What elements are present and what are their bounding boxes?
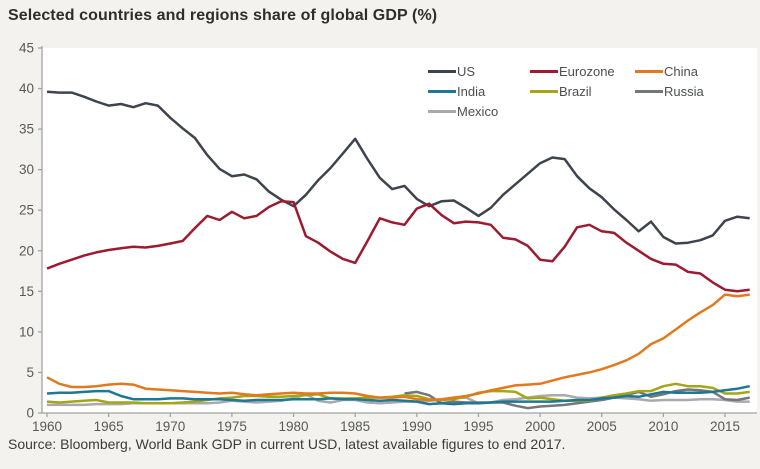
x-tick-label-1975: 1975: [217, 419, 247, 434]
x-tick-label-1965: 1965: [94, 419, 124, 434]
legend-item-india: India: [428, 84, 530, 99]
y-tick-label-35: 35: [19, 122, 34, 137]
legend-label-mexico: Mexico: [457, 103, 499, 119]
y-tick-label-0: 0: [26, 406, 34, 421]
legend-swatch-russia: [635, 89, 663, 93]
legend-swatch-brazil: [530, 89, 558, 93]
source-note: Source: Bloomberg, World Bank GDP in cur…: [8, 436, 566, 452]
y-tick-label-20: 20: [19, 243, 34, 258]
legend-swatch-eurozone: [530, 69, 558, 73]
legend-label-india: India: [457, 83, 486, 99]
legend-item-eurozone: Eurozone: [530, 64, 635, 79]
x-tick-label-1960: 1960: [32, 419, 62, 434]
legend-swatch-mexico: [428, 109, 456, 113]
legend-label-eurozone: Eurozone: [559, 63, 615, 79]
page-title: Selected countries and regions share of …: [8, 7, 438, 24]
x-tick-label-2010: 2010: [648, 419, 678, 434]
legend-label-russia: Russia: [664, 83, 704, 99]
legend-label-china: China: [664, 63, 698, 79]
legend-label-brazil: Brazil: [559, 83, 592, 99]
y-tick-label-5: 5: [26, 365, 34, 380]
legend-swatch-india: [428, 89, 456, 93]
x-tick-label-1985: 1985: [340, 419, 370, 434]
legend-label-us: US: [457, 63, 476, 79]
series-line-china: [46, 293, 750, 402]
legend-item-brazil: Brazil: [530, 84, 635, 99]
x-tick-label-2015: 2015: [710, 419, 740, 434]
x-tick-label-2000: 2000: [525, 419, 555, 434]
legend-item-mexico: Mexico: [428, 104, 530, 119]
legend-swatch-us: [428, 69, 456, 73]
x-tick-label-1995: 1995: [463, 419, 493, 434]
chart-legend: US Eurozone China India Brazil Russia Mexico: [428, 61, 747, 121]
legend-item-us: US: [428, 64, 530, 79]
y-tick-label-10: 10: [19, 324, 34, 339]
y-tick-label-15: 15: [19, 284, 34, 299]
legend-item-russia: Russia: [635, 84, 747, 99]
x-tick-label-1970: 1970: [155, 419, 185, 434]
legend-item-china: China: [635, 64, 747, 79]
x-tick-label-1980: 1980: [279, 419, 309, 434]
series-line-russia: [404, 388, 750, 410]
y-tick-label-30: 30: [19, 162, 34, 177]
series-line-india: [46, 384, 750, 406]
x-tick-label-1990: 1990: [402, 419, 432, 434]
y-tick-label-25: 25: [19, 203, 34, 218]
y-tick-label-45: 45: [19, 41, 34, 56]
y-tick-label-40: 40: [19, 81, 34, 96]
x-tick-label-2005: 2005: [587, 419, 617, 434]
series-line-eurozone: [46, 200, 750, 293]
series-line-us: [46, 90, 750, 245]
legend-swatch-china: [635, 69, 663, 73]
